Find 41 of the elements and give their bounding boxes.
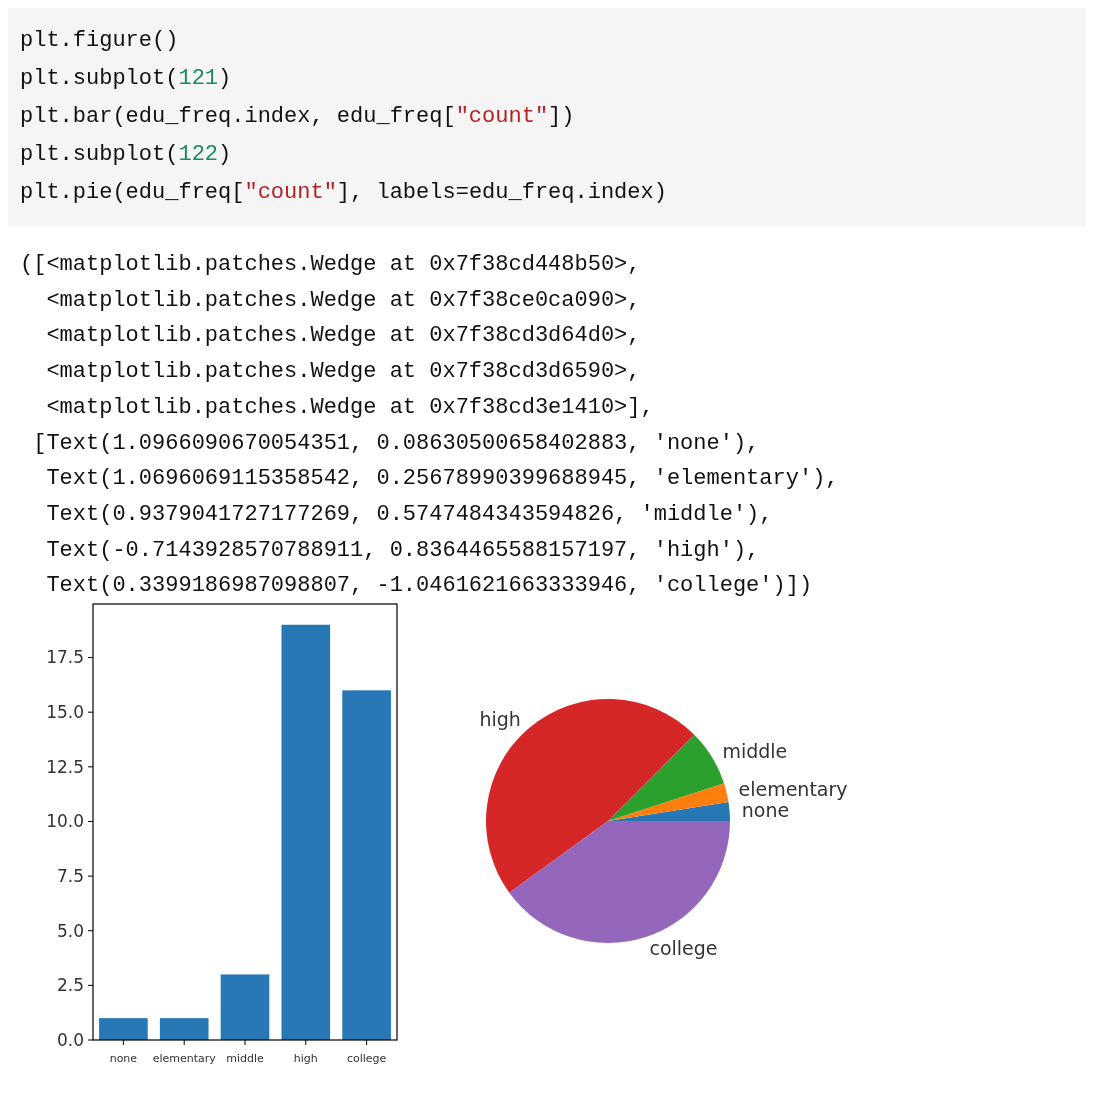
pie-slice (608, 783, 729, 821)
y-tick-label: 10.0 (46, 811, 84, 832)
slice-label: elementary (738, 778, 848, 801)
x-tick-label: high (293, 1052, 318, 1065)
pie-slice (608, 734, 725, 821)
slice-label: high (479, 707, 521, 730)
y-tick-label: 7.5 (56, 866, 84, 887)
bar (99, 1018, 148, 1040)
y-tick-label: 15.0 (46, 702, 84, 723)
slice-label: college (649, 937, 718, 960)
text: <matplotlib.patches.Wedge at 0x7f38ce0ca090>, (20, 287, 641, 313)
text: ([<matplotlib.patches.Wedge at 0x7f38cd448b50>, (20, 252, 641, 277)
text: plt.subplot(121) (20, 66, 232, 91)
x-tick-label: elementary (152, 1052, 217, 1065)
bar (159, 1018, 209, 1040)
y-tick-label: 2.5 (56, 975, 84, 996)
text: Text(1.0696069115358542, 0.25678990399688945, 'elementary'), (20, 466, 839, 492)
bar (342, 690, 391, 1040)
y-tick-label: 12.5 (46, 756, 84, 777)
bar (281, 624, 331, 1040)
x-tick-label: college (346, 1052, 387, 1065)
text: plt.subplot(122) (20, 142, 232, 167)
slice-label: none (741, 799, 790, 822)
bar (220, 974, 270, 1040)
text: Text(-0.7143928570788911, 0.8364465588157197, 'high'), (20, 537, 760, 563)
text: plt.pie(edu_freq["count"], labels=edu_freq.index) (20, 180, 667, 205)
text: plt.bar(edu_freq.index, edu_freq["count"]) (20, 104, 575, 129)
y-tick-label: 17.5 (46, 647, 84, 668)
y-tick-label: 0.0 (56, 1029, 84, 1050)
text: Text(0.9379041727177269, 0.5747484343594826, 'middle'), (20, 501, 773, 527)
slice-label: middle (722, 739, 788, 762)
y-tick-label: 5.0 (56, 920, 84, 941)
text: plt.figure() (20, 28, 179, 53)
text: [Text(1.0966090670054351, 0.08630500658402883, 'none'), (20, 430, 760, 456)
text: <matplotlib.patches.Wedge at 0x7f38cd3e1410>], (20, 394, 654, 420)
x-tick-label: none (109, 1052, 138, 1065)
x-tick-label: middle (226, 1052, 265, 1065)
text: <matplotlib.patches.Wedge at 0x7f38cd3d6590>, (20, 359, 641, 385)
text: Text(0.3399186987098807, -1.0461621663333946, 'college')]) (20, 573, 813, 599)
text: <matplotlib.patches.Wedge at 0x7f38cd3d64d0>, (20, 323, 641, 349)
pie-slice (608, 801, 730, 821)
